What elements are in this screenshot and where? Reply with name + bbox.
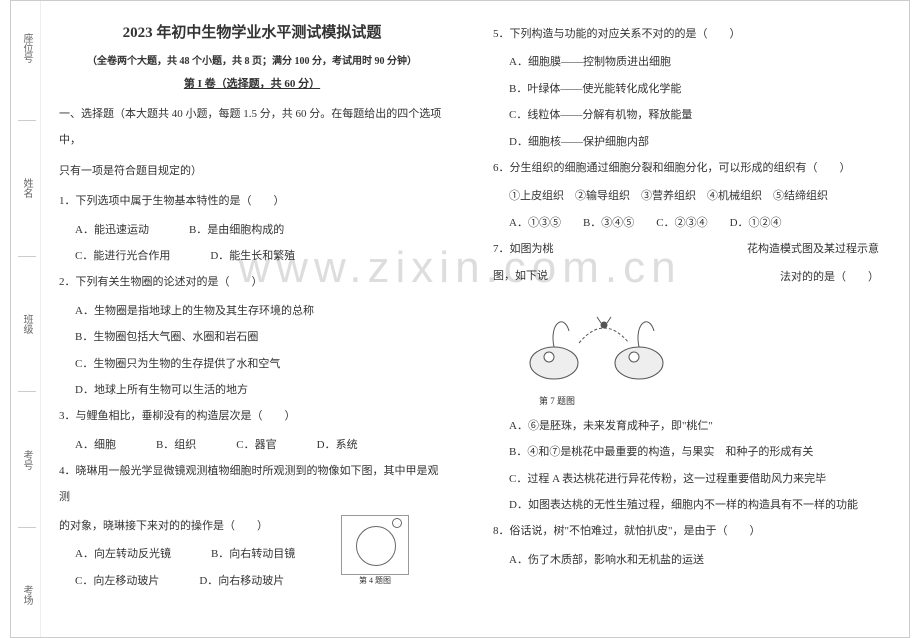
q5-opts: A．细胞膜——控制物质进出细胞 B．叶绿体——使光能转化成化学能 C．线粒体——… <box>493 49 879 155</box>
q1-opts-row1: A．能迅速运动 B．是由细胞构成的 <box>75 217 445 243</box>
q7-right2: 法对的的是（ ） <box>780 264 879 290</box>
q6-stem: 6．分生组织的细胞通过细胞分裂和细胞分化，可以形成的组织有（ ） <box>493 155 879 181</box>
q5-opt-c: C．线粒体——分解有机物，释放能量 <box>509 102 879 128</box>
q5-opt-a: A．细胞膜——控制物质进出细胞 <box>509 49 879 75</box>
page-subtitle: （全卷两个大题，共 48 个小题，共 8 页；满分 100 分，考试用时 90 … <box>59 52 445 67</box>
q2-opt-b: B．生物圈包括大气圈、水圈和岩石圈 <box>75 324 445 350</box>
q7-opts: A．⑥是胚珠，未来发育成种子，即"桃仁" B．④和⑦是桃花中最重要的构造，与果实… <box>493 413 879 519</box>
q2-stem: 2．下列有关生物圈的论述对的是（ ） <box>59 269 445 295</box>
q7-right1: 花构造模式图及某过程示意 <box>747 236 879 262</box>
q2-opt-c: C．生物圈只为生物的生存提供了水和空气 <box>75 351 445 377</box>
q4-stem-1: 4．晓琳用一般光学显微镜观测植物细胞时所观测到的物像如下图，其中甲是观测 <box>59 458 445 511</box>
q3-stem: 3．与鲤鱼相比，垂柳没有的构造层次是（ ） <box>59 403 445 429</box>
q3-opt-d: D．系统 <box>317 432 358 458</box>
q5-opt-d: D．细胞核——保护细胞内部 <box>509 129 879 155</box>
q7-opt-c: C．过程 A 表达桃花进行异花传粉，这一过程重要借助风力来完毕 <box>509 466 879 492</box>
q7-stem: 7．如图为桃 <box>493 243 554 255</box>
q3-opts: A．细胞 B．组织 C．器官 D．系统 <box>75 432 445 458</box>
q7-opt-d: D．如图表达桃的无性生殖过程，细胞内不一样的构造具有不一样的功能 <box>509 492 879 518</box>
q1-stem: 1．下列选项中属于生物基本特性的是（ ） <box>59 188 445 214</box>
figure-7: 第 7 题图 <box>509 293 699 393</box>
left-column: 2023 年初中生物学业水平测试模拟试题 （全卷两个大题，共 48 个小题，共 … <box>11 1 469 637</box>
q5-stem: 5．下列构造与功能的对应关系不对的的是（ ） <box>493 21 879 47</box>
q1-opt-a: A．能迅速运动 <box>75 217 149 243</box>
q2-opts: A．生物圈是指地球上的生物及其生存环境的总称 B．生物圈包括大气圈、水圈和岩石圈… <box>59 298 445 404</box>
q3-opt-a: A．细胞 <box>75 432 116 458</box>
figure-7-svg <box>509 293 699 393</box>
q4-opt-b: B．向右转动目镜 <box>211 541 295 567</box>
q2-opt-a: A．生物圈是指地球上的生物及其生存环境的总称 <box>75 298 445 324</box>
q7-opt-b: B．④和⑦是桃花中最重要的构造，与果实 和种子的形成有关 <box>509 439 879 465</box>
q1-opt-b: B．是由细胞构成的 <box>189 217 284 243</box>
exam-page: 座位号 姓名 班级 考号 考场 www.zixin.com.cn 2023 年初… <box>10 0 910 638</box>
q4-opt-c: C．向左移动玻片 <box>75 568 159 594</box>
q7-opt-a: A．⑥是胚珠，未来发育成种子，即"桃仁" <box>509 413 879 439</box>
section-intro-1: 一、选择题（本大题共 40 小题，每题 1.5 分，共 60 分。在每题给出的四… <box>59 101 445 154</box>
section-header: 第 I 卷（选择题，共 60 分） <box>59 75 445 91</box>
figure-7-caption: 第 7 题图 <box>539 394 575 407</box>
right-column: 5．下列构造与功能的对应关系不对的的是（ ） A．细胞膜——控制物质进出细胞 B… <box>469 1 909 637</box>
q3-opt-c: C．器官 <box>236 432 276 458</box>
q3-opt-b: B．组织 <box>156 432 196 458</box>
q5-opt-b: B．叶绿体——使光能转化成化学能 <box>509 76 879 102</box>
section-intro-2: 只有一项是符合题目规定的） <box>59 158 445 184</box>
q6-ans: A．①③⑤ B．③④⑤ C．②③④ D．①②④ <box>509 210 879 236</box>
figure-4: 第 4 题图 <box>341 515 409 575</box>
q8-opt-a: A．伤了木质部，影响水和无机盐的运送 <box>509 547 879 573</box>
q2-opt-d: D．地球上所有生物可以生活的地方 <box>75 377 445 403</box>
q8-opts: A．伤了木质部，影响水和无机盐的运送 <box>493 547 879 573</box>
q1-opt-c: C．能进行光合作用 <box>75 243 170 269</box>
page-title: 2023 年初中生物学业水平测试模拟试题 <box>59 21 445 42</box>
q4-opt-d: D．向右移动玻片 <box>199 568 284 594</box>
q8-stem: 8．俗话说，树"不怕难过，就怕扒皮"，是由于（ ） <box>493 518 879 544</box>
q6-line2: ①上皮组织 ②输导组织 ③营养组织 ④机械组织 ⑤结缔组织 <box>509 183 879 209</box>
q1-opt-d: D．能生长和繁殖 <box>210 243 295 269</box>
q7-wrap: 7．如图为桃 花构造模式图及某过程示意 图，如下说 法对的的是（ ） <box>493 236 879 393</box>
figure-4-caption: 第 4 题图 <box>342 575 408 586</box>
q4-opt-a: A．向左转动反光镜 <box>75 541 171 567</box>
q1-opts-row2: C．能进行光合作用 D．能生长和繁殖 <box>75 243 445 269</box>
figure-4-small-circle <box>392 518 402 528</box>
